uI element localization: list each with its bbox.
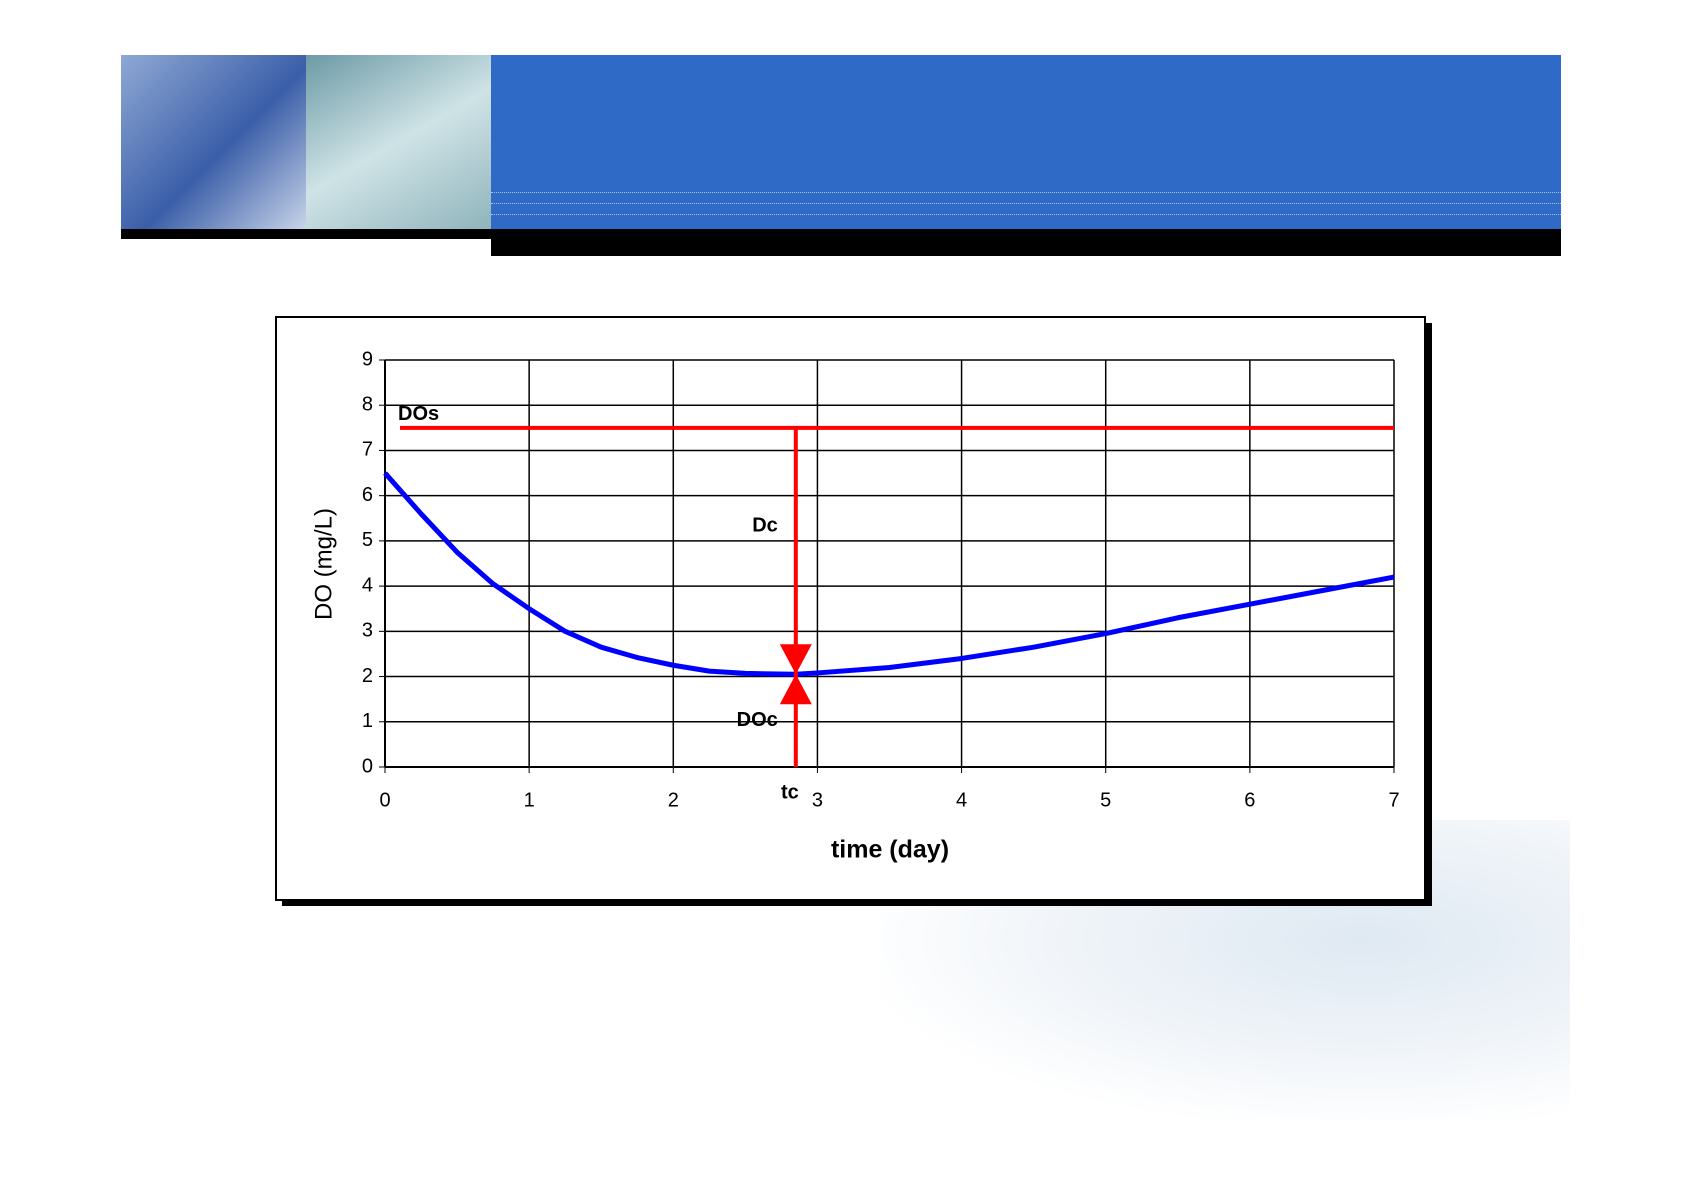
y-tick-label: 3 [362, 620, 373, 642]
header-bar [491, 229, 1561, 256]
critical-do-label: DOc [737, 709, 778, 731]
saturation-label: DOs [398, 403, 439, 425]
header-dots [491, 214, 1561, 216]
y-tick-label: 6 [362, 484, 373, 506]
x-tick-label: 4 [956, 789, 967, 811]
x-tick-label: 3 [812, 789, 823, 811]
plot-area [384, 359, 1395, 768]
do-curve [383, 471, 1395, 677]
header-line-left [121, 229, 491, 239]
y-tick-label: 7 [362, 439, 373, 461]
x-tick-label: 5 [1100, 789, 1111, 811]
critical-time-label: tc [781, 781, 799, 803]
deficit-arrow [779, 644, 812, 675]
x-axis-title: time (day) [831, 836, 949, 864]
y-tick-label: 2 [362, 665, 373, 687]
y-tick-label: 1 [362, 710, 373, 732]
x-tick-label: 6 [1244, 789, 1255, 811]
do-arrow [779, 674, 812, 705]
y-tick-label: 9 [362, 348, 373, 370]
y-tick-label: 8 [362, 394, 373, 416]
header-band [491, 55, 1561, 229]
header-photo-laptop [121, 55, 306, 229]
header-photo-mouse [306, 55, 491, 229]
x-tick-label: 2 [668, 789, 679, 811]
header-dots [491, 203, 1561, 205]
deficit-label: Dc [752, 514, 778, 536]
x-tick-label: 0 [379, 789, 390, 811]
y-tick-label: 5 [362, 529, 373, 551]
y-axis-title: DO (mg/L) [310, 508, 337, 620]
x-tick-label: 1 [524, 789, 535, 811]
y-tick-label: 0 [362, 755, 373, 777]
x-tick-label: 7 [1388, 789, 1399, 811]
y-tick-label: 4 [362, 574, 373, 596]
header-dots [491, 192, 1561, 194]
